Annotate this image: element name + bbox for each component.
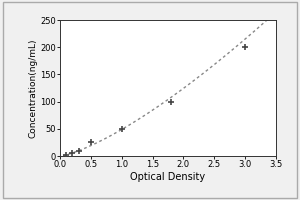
X-axis label: Optical Density: Optical Density bbox=[130, 172, 206, 182]
Y-axis label: Concentration(ng/mL): Concentration(ng/mL) bbox=[28, 38, 37, 138]
